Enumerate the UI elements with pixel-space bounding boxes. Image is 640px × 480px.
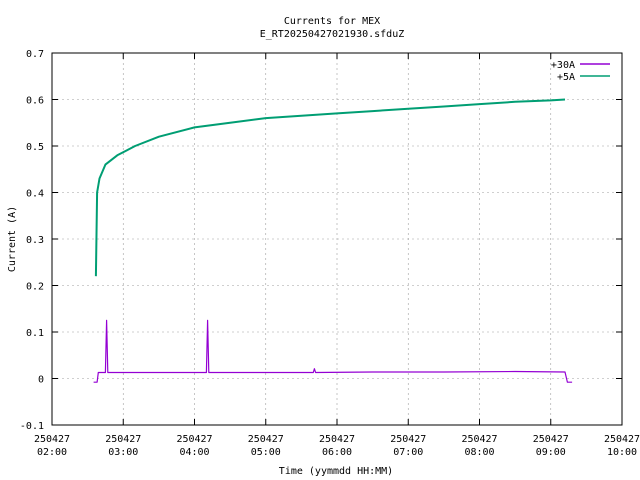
legend-label: +30A [551,60,575,71]
x-tick-label-time: 08:00 [464,447,494,458]
x-tick-label-time: 09:00 [536,447,566,458]
chart-title: Currents for MEX [284,16,380,27]
series-group [93,98,573,383]
x-tick-label-time: 03:00 [108,447,138,458]
x-tick-label-date: 250427 [533,434,569,445]
y-tick-label: 0.5 [26,142,44,153]
axis-ticks: -0.1 0 0.1 0.2 0.3 0.4 0.5 0.6 0.7 250427 02:00 250… [20,49,640,458]
x-axis-label: Time (yymmdd HH:MM) [279,466,393,477]
y-tick-label: -0.1 [20,421,44,432]
x-tick-label-date: 250427 [248,434,284,445]
x-tick-label-time: 07:00 [393,447,423,458]
series-line-plus5a [94,98,566,277]
plot-frame [51,52,623,426]
x-tick-label-time: 02:00 [37,447,67,458]
x-tick-label-time: 04:00 [179,447,209,458]
y-tick-label: 0.2 [26,282,44,293]
legend-label: +5A [557,72,575,83]
y-axis-label: Current (A) [7,206,18,272]
x-tick-label-date: 250427 [319,434,355,445]
y-tick-label: 0.1 [26,328,44,339]
x-tick-label-date: 250427 [604,434,640,445]
y-tick-label: 0.3 [26,235,44,246]
grid [52,53,622,425]
chart-subtitle: E_RT20250427021930.sfduZ [260,29,405,40]
x-tick-label-time: 06:00 [322,447,352,458]
y-tick-label: 0.4 [26,189,44,200]
y-tick-label: 0 [38,375,44,386]
x-tick-label-date: 250427 [105,434,141,445]
x-tick-label-date: 250427 [390,434,426,445]
x-tick-label-date: 250427 [34,434,70,445]
series-line-plus30a [93,319,573,383]
x-tick-label-date: 250427 [461,434,497,445]
y-tick-label: 0.7 [26,49,44,60]
x-tick-label-time: 05:00 [251,447,281,458]
x-tick-label-time: 10:00 [607,447,637,458]
y-tick-label: 0.6 [26,96,44,107]
legend: +30A+5A [551,60,610,83]
x-tick-label-date: 250427 [176,434,212,445]
